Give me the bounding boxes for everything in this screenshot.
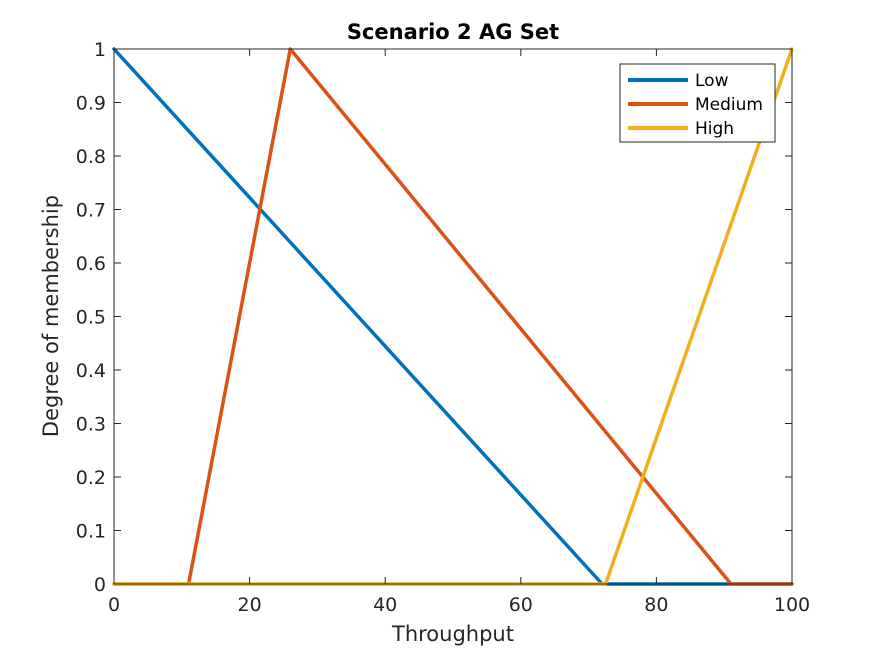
x-tick-label: 40 bbox=[373, 594, 397, 616]
chart-title: Scenario 2 AG Set bbox=[347, 20, 559, 44]
x-tick-label: 100 bbox=[774, 594, 810, 616]
y-tick-label: 1 bbox=[94, 39, 106, 61]
y-tick-label: 0 bbox=[94, 574, 106, 596]
y-tick-label: 0.6 bbox=[76, 253, 106, 275]
y-tick-label: 0.3 bbox=[76, 414, 106, 436]
legend: Low Medium High bbox=[619, 63, 776, 143]
x-tick-label: 80 bbox=[644, 594, 668, 616]
y-axis-label: Degree of membership bbox=[39, 195, 63, 437]
y-tick-label: 0.2 bbox=[76, 467, 106, 489]
x-axis-ticks: 0 20 40 60 80 100 bbox=[108, 49, 810, 616]
x-tick-label: 20 bbox=[238, 594, 262, 616]
legend-label-low: Low bbox=[695, 71, 729, 91]
x-axis-label: Throughput bbox=[391, 622, 514, 646]
y-tick-label: 0.8 bbox=[76, 146, 106, 168]
y-tick-label: 0.7 bbox=[76, 200, 106, 222]
x-tick-label: 0 bbox=[108, 594, 120, 616]
legend-label-medium: Medium bbox=[695, 95, 763, 115]
x-tick-label: 60 bbox=[509, 594, 533, 616]
y-tick-label: 0.9 bbox=[76, 93, 106, 115]
y-tick-label: 0.5 bbox=[76, 307, 106, 329]
y-tick-label: 0.1 bbox=[76, 521, 106, 543]
legend-label-high: High bbox=[695, 119, 734, 139]
y-tick-label: 0.4 bbox=[76, 360, 106, 382]
y-axis-ticks: 0 0.1 0.2 0.3 0.4 0.5 0.6 0.7 0.8 0.9 1 bbox=[76, 39, 792, 596]
